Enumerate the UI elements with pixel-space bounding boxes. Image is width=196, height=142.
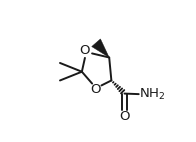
Polygon shape [92,39,109,58]
Text: O: O [90,83,101,96]
Text: O: O [80,44,90,57]
Text: O: O [119,110,130,123]
Text: NH$_2$: NH$_2$ [139,87,165,102]
